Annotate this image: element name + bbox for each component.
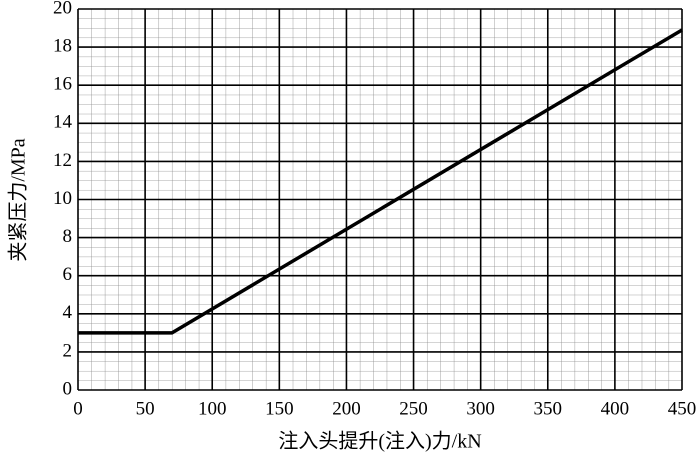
x-axis-title: 注入头提升(注入)力/kN	[278, 430, 481, 453]
y-tick-label: 0	[63, 378, 73, 399]
x-tick-label: 250	[399, 398, 428, 419]
data-line	[78, 28, 683, 335]
y-tick-label: 14	[53, 112, 73, 133]
y-tick-label: 20	[53, 0, 72, 18]
y-tick-label: 16	[53, 74, 72, 95]
x-tick-label: 50	[136, 398, 155, 419]
x-tick-label: 150	[265, 398, 294, 419]
y-axis-title: 夹紧压力/MPa	[7, 138, 30, 261]
x-tick-label: 100	[198, 398, 227, 419]
y-tick-label: 2	[63, 340, 73, 361]
x-tick-label: 350	[534, 398, 563, 419]
x-tick-label: 0	[73, 398, 83, 419]
y-tick-label: 10	[53, 188, 72, 209]
y-tick-label: 8	[63, 226, 73, 247]
x-tick-label: 200	[332, 398, 361, 419]
y-tick-label: 12	[53, 150, 72, 171]
x-tick-label: 400	[601, 398, 630, 419]
y-tick-label: 6	[63, 264, 73, 285]
x-tick-label: 450	[668, 398, 697, 419]
y-tick-label: 4	[63, 302, 73, 323]
x-tick-label: 300	[466, 398, 495, 419]
y-tick-label: 18	[53, 35, 72, 56]
